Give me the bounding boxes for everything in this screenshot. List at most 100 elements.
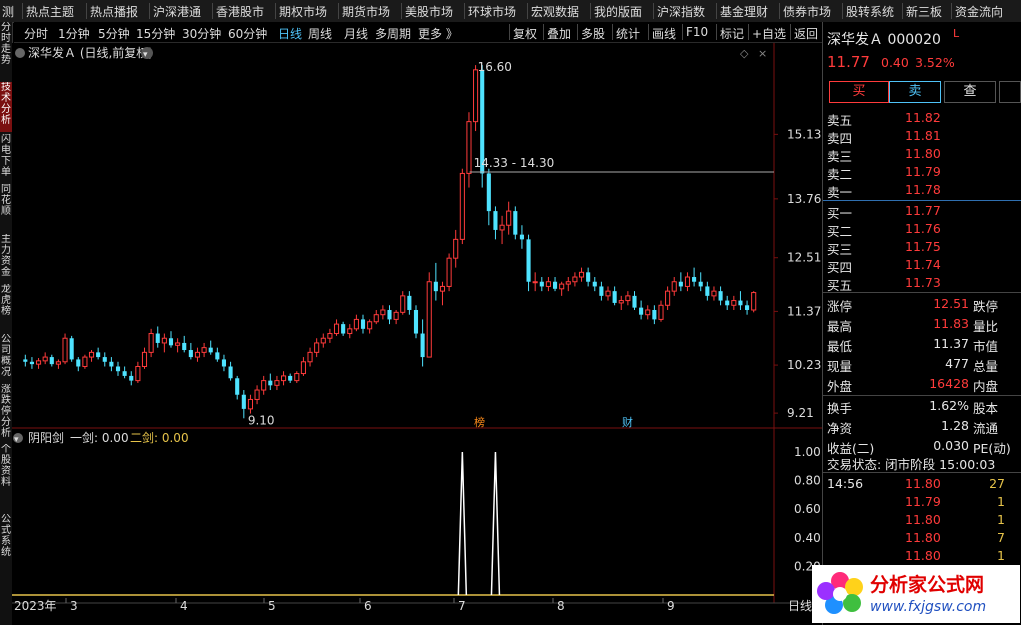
kline-chart[interactable]: 16.60 9.10 14.33 - 14.30 榜 财 15.13 13.76 12.51… — [12, 43, 822, 625]
close-icon[interactable]: × — [758, 47, 767, 60]
candle-body — [268, 380, 273, 386]
side-tab[interactable]: 龙虎榜 — [1, 284, 11, 317]
tick-price: 11.79 — [905, 494, 941, 509]
period-tab[interactable]: 日线 — [278, 27, 303, 41]
candle-body — [380, 309, 386, 316]
candle-body — [42, 356, 48, 362]
bid-level-price[interactable]: 11.76 — [905, 221, 941, 236]
more-button[interactable] — [999, 81, 1021, 103]
toolbar-action-button[interactable]: 复权 — [513, 27, 538, 41]
side-tab[interactable]: 同花顺 — [1, 184, 11, 217]
tick-price: 11.80 — [905, 512, 941, 527]
range-label: 14.33 - 14.30 — [474, 156, 555, 170]
side-tab[interactable]: 主力资金 — [1, 234, 11, 278]
side-tab[interactable]: 公式系统 — [1, 514, 11, 558]
period-tab[interactable]: 多周期 — [375, 27, 412, 41]
top-menu-item[interactable]: 资金流向 — [955, 5, 1004, 19]
candle-body — [327, 333, 333, 339]
sell-button[interactable]: 卖 — [889, 81, 941, 103]
stat-label: 收益(二) — [827, 441, 875, 456]
ask-level-price[interactable]: 11.80 — [905, 146, 941, 161]
top-menu-item[interactable]: 新三板 — [906, 5, 943, 19]
candle-body — [559, 283, 565, 290]
candle-body — [506, 210, 512, 226]
period-tab[interactable]: 30分钟 — [182, 27, 222, 41]
toolbar-action-button[interactable]: 统计 — [616, 27, 641, 41]
top-menu-item[interactable]: 期货市场 — [342, 5, 391, 19]
candle-body — [671, 281, 677, 292]
side-tab[interactable]: 涨跌停分析 — [1, 384, 11, 439]
top-menu-item[interactable]: 基金理财 — [720, 5, 769, 19]
buy-button[interactable]: 买 — [829, 81, 889, 103]
side-tab[interactable]: 闪电下单 — [1, 134, 11, 178]
candle-body — [499, 224, 505, 231]
side-tab[interactable]: 技术分析 — [0, 82, 12, 132]
ask-level-price[interactable]: 11.79 — [905, 164, 941, 179]
bid-level-price[interactable]: 11.75 — [905, 239, 941, 254]
ask-level-price[interactable]: 11.81 — [905, 128, 941, 143]
period-tab[interactable]: 5分钟 — [98, 27, 130, 41]
top-menu-item[interactable]: 环球市场 — [468, 5, 517, 19]
ask-level-price[interactable]: 11.82 — [905, 110, 941, 125]
top-menu-item[interactable]: 宏观数据 — [531, 5, 580, 19]
bid-level-price[interactable]: 11.74 — [905, 257, 941, 272]
top-menu-item[interactable]: 测 — [2, 5, 15, 19]
top-menu-item[interactable]: 沪深指数 — [657, 5, 706, 19]
top-menu-item[interactable]: 我的版面 — [594, 5, 643, 19]
candle-body — [373, 314, 379, 323]
stat-value: 1.28 — [941, 418, 969, 433]
toolbar-action-button[interactable]: F10 — [686, 25, 709, 39]
toolbar-action-button[interactable]: 叠加 — [547, 27, 572, 41]
toolbar-action-button[interactable]: +自选 — [752, 27, 787, 41]
candle-body — [426, 281, 432, 358]
title-dropdown-icon[interactable] — [141, 47, 153, 59]
candle-body — [539, 281, 544, 287]
top-menu-item[interactable]: 期权市场 — [279, 5, 328, 19]
bid-level-price[interactable]: 11.77 — [905, 203, 941, 218]
period-tab[interactable]: 1分钟 — [58, 27, 90, 41]
candle-body — [407, 295, 412, 310]
candle-body — [413, 309, 419, 334]
side-tab[interactable]: 个股资料 — [1, 444, 11, 488]
period-tab[interactable]: 周线 — [308, 27, 333, 41]
candle-body — [532, 281, 538, 284]
diamond-icon[interactable]: ◇ — [740, 47, 749, 60]
bid-level-label: 买三 — [827, 242, 853, 257]
site-logo: 分析家公式网 www.fxjgsw.com — [812, 565, 1020, 623]
logo-url: www.fxjgsw.com — [870, 599, 986, 615]
side-tab[interactable]: 分时走势 — [1, 22, 11, 66]
toolbar-action-button[interactable]: 画线 — [652, 27, 677, 41]
stat-label-2: 跌停 — [973, 299, 999, 314]
top-menu-item[interactable]: 香港股市 — [216, 5, 265, 19]
period-tab[interactable]: 月线 — [344, 27, 369, 41]
top-menu-item[interactable]: 股转系统 — [846, 5, 895, 19]
date-tick-label: 3 — [70, 599, 78, 613]
candle-body — [161, 337, 167, 344]
candle-body — [526, 239, 531, 282]
top-menu-item[interactable]: 债券市场 — [783, 5, 832, 19]
top-menu-item[interactable]: 沪深港通 — [153, 5, 202, 19]
candle-body — [102, 357, 107, 362]
indicator-menu-icon[interactable] — [13, 433, 23, 443]
query-button[interactable]: 查 — [944, 81, 996, 103]
side-tab[interactable]: 公司概况 — [1, 334, 11, 378]
bid-level-price[interactable]: 11.73 — [905, 275, 941, 290]
period-tab[interactable]: 60分钟 — [228, 27, 268, 41]
period-tab[interactable]: 分时 — [24, 27, 49, 41]
stat-label: 最高 — [827, 319, 853, 334]
candle-body — [453, 238, 459, 259]
top-menu-item[interactable]: 热点主题 — [26, 5, 75, 19]
toolbar-action-button[interactable]: 返回 — [794, 27, 819, 41]
ask-level-price[interactable]: 11.78 — [905, 182, 941, 197]
toolbar-action-button[interactable]: 多股 — [581, 27, 606, 41]
candle-body — [400, 295, 406, 313]
ask-level-label: 卖三 — [827, 149, 853, 164]
period-tab[interactable]: 更多 》 — [418, 27, 458, 41]
toolbar-action-button[interactable]: 标记 — [720, 27, 745, 41]
chart-menu-icon[interactable] — [15, 48, 25, 58]
toolbar-separator — [509, 24, 510, 40]
top-menu-item[interactable]: 美股市场 — [405, 5, 454, 19]
period-tab[interactable]: 15分钟 — [136, 27, 176, 41]
top-menu-item[interactable]: 热点播报 — [90, 5, 139, 19]
candle-body — [658, 304, 664, 320]
